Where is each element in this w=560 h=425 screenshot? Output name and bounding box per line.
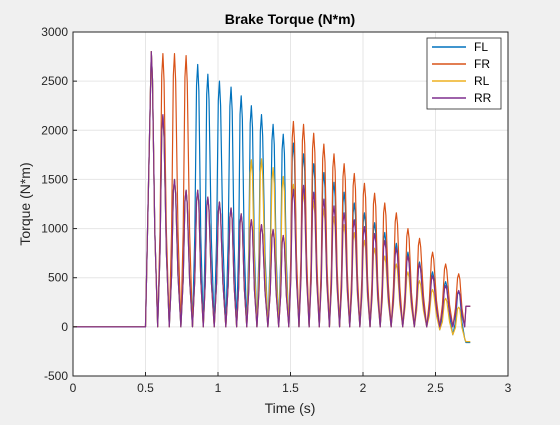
y-tick-label: -500 <box>44 369 68 383</box>
y-tick-label: 1500 <box>41 172 68 186</box>
y-tick-label: 1000 <box>41 222 68 236</box>
y-tick-label: 3000 <box>41 25 68 39</box>
x-tick-label: 1 <box>215 381 222 395</box>
y-tick-label: 2000 <box>41 123 68 137</box>
x-axis: 0 0.5 1 1.5 2 2.5 3 <box>70 372 512 395</box>
y-tick-label: 500 <box>48 271 68 285</box>
y-tick-label: 2500 <box>41 74 68 88</box>
x-tick-label: 2 <box>360 381 367 395</box>
legend-label-fl: FL <box>474 40 488 54</box>
legend-label-rl: RL <box>474 74 490 88</box>
y-tick-label: 0 <box>61 320 68 334</box>
x-tick-label: 0 <box>70 381 77 395</box>
y-axis: -500 0 500 1000 1500 2000 2500 3000 <box>41 25 77 383</box>
x-tick-label: 3 <box>505 381 512 395</box>
series-line-rr <box>73 51 471 328</box>
legend-box <box>426 37 502 110</box>
x-axis-label: Time (s) <box>265 400 316 416</box>
x-tick-label: 1.5 <box>282 381 299 395</box>
y-axis-label: Torque (N*m) <box>17 162 33 245</box>
legend-label-rr: RR <box>474 91 492 105</box>
legend[interactable]: FL FR RL RR <box>426 37 502 110</box>
legend-label-fr: FR <box>474 57 490 71</box>
chart-title: Brake Torque (N*m) <box>225 11 355 27</box>
series-layer <box>73 51 471 344</box>
x-tick-label: 0.5 <box>137 381 154 395</box>
x-tick-label: 2.5 <box>427 381 444 395</box>
